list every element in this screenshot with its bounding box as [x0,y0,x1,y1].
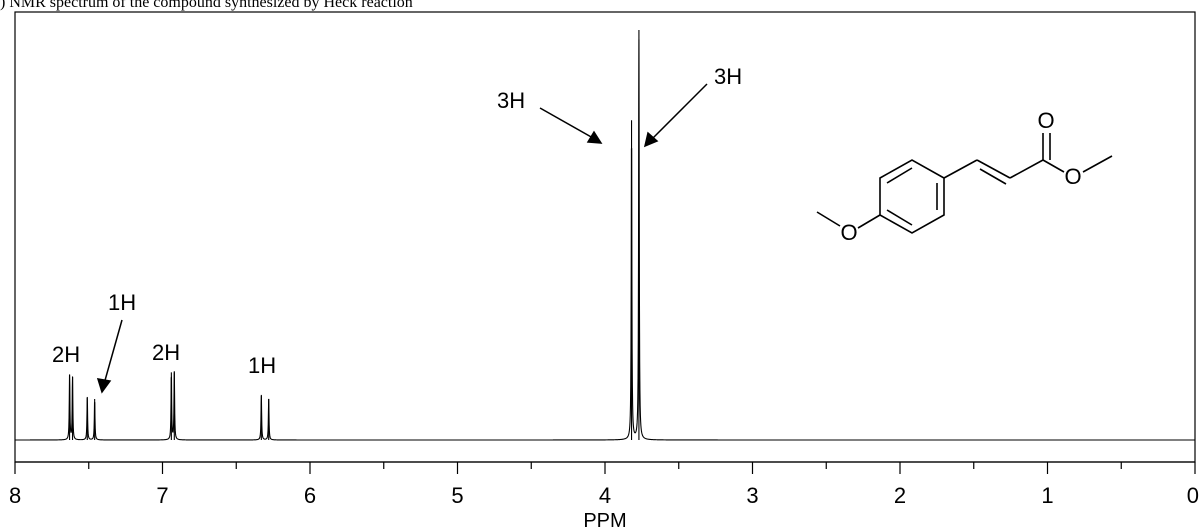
aromatic-double-bond-3 [886,209,913,226]
methoxy-bond [857,214,881,229]
peak-label-2h-aromatic: 2H [52,342,80,367]
chemical-structure [816,133,1113,234]
arrow-3h-b-head [643,131,659,148]
methoxy-methyl-bond [816,211,841,227]
x-tick-label: 5 [451,483,463,508]
x-tick-label: 4 [599,483,611,508]
vinyl-double-bond-inner [979,168,1007,185]
atom-label-o-ester: O [1064,164,1081,189]
x-tick-label: 1 [1041,483,1053,508]
x-tick-label: 2 [894,483,906,508]
x-tick-label: 0 [1187,483,1199,508]
arrow-3h-a [539,107,594,139]
peak-label-3h-b: 3H [714,64,742,89]
x-axis-title: PPM [583,510,626,527]
x-tick-label: 7 [156,483,168,508]
arrow-1h-head [96,378,112,394]
annotation-arrows [96,83,708,394]
atom-label-o-methoxy: O [840,220,857,245]
arrow-3h-a-head [586,130,603,144]
aromatic-double-bond-1 [886,167,913,184]
caption: ) NMR spectrum of the compound synthesiz… [0,0,413,11]
arrow-3h-b [650,83,708,141]
x-axis-tick-labels: 8 7 6 5 4 3 2 1 0 [9,483,1199,508]
peak-label-3h-a: 3H [497,88,525,113]
peak-label-2h-aromatic-b: 2H [152,340,180,365]
ester-methyl-bond [1082,155,1113,173]
peak-label-1h-vinyl-a: 1H [108,290,136,315]
x-tick-label: 8 [9,483,21,508]
x-axis-ticks [14,462,1196,474]
ester-bond [1042,159,1065,173]
spectrum-line [15,39,1195,441]
vinyl-carbonyl-bond [1009,159,1044,179]
benzene-ring [879,159,945,234]
x-tick-label: 3 [746,483,758,508]
atom-label-o-carbonyl: O [1037,108,1054,133]
plot-frame [14,11,1196,463]
vinyl-bond [976,159,1011,179]
x-tick-label: 6 [304,483,316,508]
ring-vinyl-bond [943,159,978,179]
peak-label-1h-vinyl-b: 1H [248,353,276,378]
arrow-1h [103,319,123,385]
